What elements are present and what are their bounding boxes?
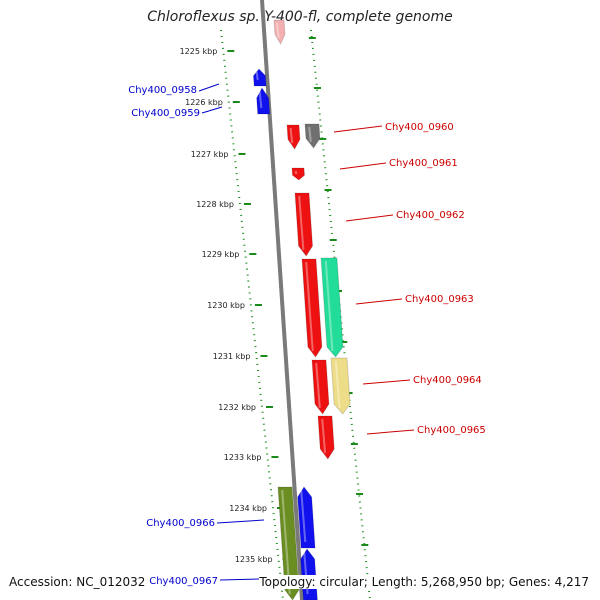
gene-arrow-chy400-0960 <box>304 123 321 149</box>
ruler-label: 1229 kbp <box>202 250 240 259</box>
gene-label-right: Chy400_0962 <box>396 210 465 221</box>
gene-arrow-chy400-0966b-shine <box>300 489 307 543</box>
gene-arrow-chy400-0959 <box>256 87 271 115</box>
gene-arrow-chy400-0960a-shine <box>289 127 294 144</box>
left-dotted-guide <box>220 29 284 600</box>
gene-leader-line-left <box>198 83 220 92</box>
gene-arrow-chy400-0962 <box>294 192 314 257</box>
ruler-label: 1235 kbp <box>235 555 273 564</box>
gene-leader-line-right <box>355 298 403 305</box>
gene-arrow-chy400-0963 <box>320 257 344 358</box>
gene-arrow-chy400-0960a <box>286 124 301 150</box>
gene-arrow-chy400-0958 <box>252 68 267 87</box>
gene-label-right: Chy400_0965 <box>417 425 486 436</box>
gene-arrow-chy400-0961 <box>291 167 305 181</box>
gene-label-right: Chy400_0961 <box>389 158 458 169</box>
gene-arrow-chy400-0966b <box>297 486 316 549</box>
gene-label-left: Chy400_0959 <box>131 108 200 119</box>
gene-arrow-chy400-0965 <box>317 415 335 460</box>
gene-leader-line-right <box>333 125 383 133</box>
ruler-label: 1231 kbp <box>213 352 251 361</box>
gene-arrow-pink <box>273 19 286 46</box>
ruler-label: 1225 kbp <box>180 47 218 56</box>
gene-label-right: Chy400_0960 <box>385 122 454 133</box>
ruler-label: 1226 kbp <box>185 98 223 107</box>
ruler-label: 1230 kbp <box>207 301 245 310</box>
ruler-label: 1232 kbp <box>218 403 256 412</box>
ruler-label: 1234 kbp <box>229 504 267 513</box>
gene-leader-line-left <box>216 519 265 524</box>
gene-arrow-chy400-0963a-shine <box>305 261 314 352</box>
gene-arrow-chy400-0963a <box>301 258 323 358</box>
ruler-label: 1227 kbp <box>191 150 229 159</box>
gene-leader-line-left <box>201 106 223 114</box>
gene-arrow-chy400-0964a <box>311 359 330 415</box>
ruler-label: 1233 kbp <box>224 453 262 462</box>
gene-arrow-chy400-0964-shine <box>334 360 341 409</box>
gene-label-left: Chy400_0967 <box>149 576 218 587</box>
gene-arrow-chy400-0964a-shine <box>315 362 321 409</box>
gene-arrow-chy400-0962-shine <box>298 195 305 251</box>
gene-arrow-chy400-0964 <box>330 357 351 415</box>
gene-label-right: Chy400_0963 <box>405 294 474 305</box>
genome-info-text: Topology: circular; Length: 5,268,950 bp… <box>259 575 589 589</box>
gene-arrow-chy400-0959-shine <box>258 90 263 109</box>
ruler-label: 1228 kbp <box>196 200 234 209</box>
genome-title: Chloroflexus sp. Y-400-fl, complete geno… <box>147 9 453 25</box>
gene-label-left: Chy400_0966 <box>146 518 215 529</box>
gene-leader-line-right <box>362 379 411 385</box>
accession-text: Accession: NC_012032 <box>9 575 146 589</box>
gene-arrow-chy400-0960-shine <box>308 126 312 143</box>
gene-leader-line-right <box>339 162 387 170</box>
gene-arrow-chy400-0966 <box>277 486 300 600</box>
gene-arrow-chy400-0961-shine <box>294 170 298 175</box>
gene-arrow-pink-shine <box>276 22 280 39</box>
gene-arrow-chy400-0965-shine <box>321 418 327 454</box>
gene-arrow-chy400-0963-shine <box>324 260 334 352</box>
gene-leader-line-right <box>345 214 394 222</box>
gene-leader-line-right <box>366 429 415 435</box>
gene-label-right: Chy400_0964 <box>413 375 482 386</box>
gene-arrow-chy400-0958-shine <box>255 71 259 81</box>
gene-label-left: Chy400_0958 <box>128 85 197 96</box>
